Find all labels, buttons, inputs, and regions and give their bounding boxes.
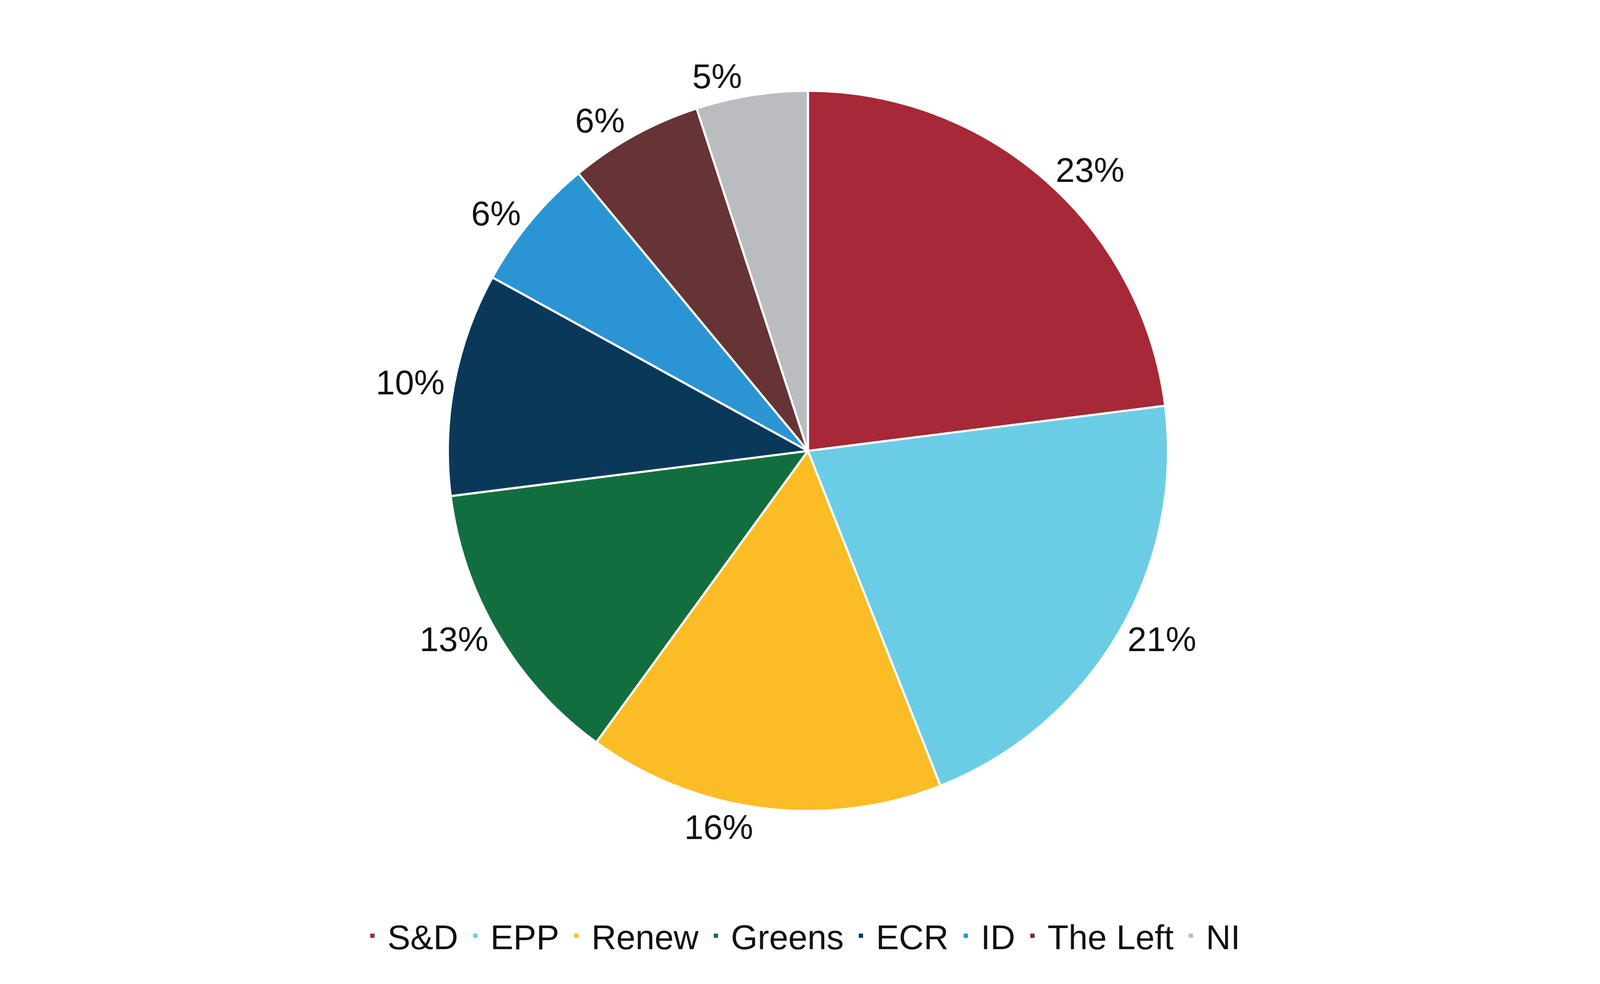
svg-text:23%: 23% — [1055, 150, 1125, 190]
svg-text:16%: 16% — [684, 807, 754, 847]
svg-text:21%: 21% — [1127, 620, 1197, 659]
svg-text:Renew: Renew — [591, 918, 699, 957]
svg-text:NI: NI — [1206, 918, 1241, 957]
svg-text:6%: 6% — [575, 101, 626, 140]
svg-text:5%: 5% — [692, 57, 743, 96]
svg-text:Greens: Greens — [730, 918, 844, 957]
svg-text:6%: 6% — [471, 194, 522, 233]
svg-text:S&D: S&D — [387, 918, 459, 957]
svg-text:ID: ID — [980, 918, 1016, 957]
svg-text:ECR: ECR — [875, 918, 949, 957]
svg-text:10%: 10% — [375, 363, 445, 402]
svg-text:The Left: The Left — [1047, 918, 1174, 957]
svg-text:EPP: EPP — [490, 918, 560, 957]
svg-text:13%: 13% — [419, 620, 489, 659]
